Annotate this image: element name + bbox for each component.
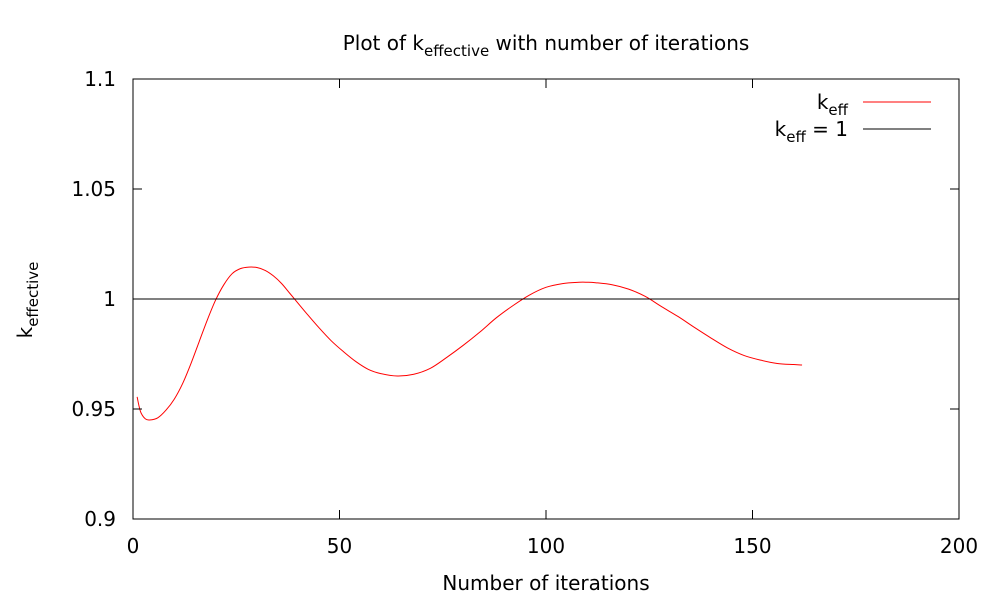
- x-tick-label: 150: [733, 534, 771, 558]
- x-axis-label: Number of iterations: [442, 571, 649, 595]
- y-tick-label: 1.1: [84, 67, 116, 91]
- series-layer: [133, 266, 959, 421]
- plot-area: 0 50 100 150 200 0.9 0.95 1 1.05 1.1: [71, 67, 978, 558]
- y-axis-label-subscript: effective: [24, 262, 42, 327]
- y-axis-label: keffective: [13, 262, 42, 339]
- legend-label-1: keff = 1: [775, 117, 848, 146]
- y-tick-label: 1.05: [71, 177, 116, 201]
- legend-label-0: keff: [817, 90, 849, 119]
- chart-title: Plot of keffective with number of iterat…: [343, 31, 750, 60]
- y-tick-label: 0.95: [71, 397, 116, 421]
- x-tick-label: 200: [940, 534, 978, 558]
- series-line-0: [136, 266, 803, 421]
- x-axis-ticks: 0 50 100 150 200: [127, 79, 978, 558]
- x-tick-label: 100: [527, 534, 565, 558]
- chart-title-suffix: with number of iterations: [489, 31, 749, 55]
- chart-title-prefix: Plot of k: [343, 31, 425, 55]
- y-tick-label: 0.9: [84, 507, 116, 531]
- y-tick-label: 1: [103, 287, 116, 311]
- chart-title-subscript: effective: [424, 42, 489, 60]
- x-tick-label: 50: [327, 534, 352, 558]
- y-axis-ticks: 0.9 0.95 1 1.05 1.1: [71, 67, 959, 531]
- y-axis-label-base: k: [13, 326, 37, 338]
- x-tick-label: 0: [127, 534, 140, 558]
